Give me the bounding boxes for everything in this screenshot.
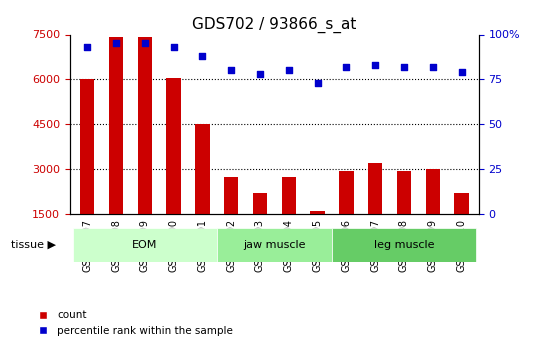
Point bbox=[400, 64, 408, 70]
Point bbox=[140, 41, 149, 46]
Bar bbox=[397, 170, 411, 259]
Text: jaw muscle: jaw muscle bbox=[243, 240, 306, 250]
Point bbox=[198, 53, 207, 59]
Point bbox=[457, 69, 466, 75]
Legend: count, percentile rank within the sample: count, percentile rank within the sample bbox=[32, 306, 237, 340]
Point bbox=[313, 80, 322, 86]
FancyBboxPatch shape bbox=[73, 228, 217, 262]
Point bbox=[371, 62, 379, 68]
Point bbox=[169, 44, 178, 50]
Bar bbox=[368, 163, 383, 259]
Point bbox=[256, 71, 264, 77]
Point bbox=[342, 64, 351, 70]
FancyBboxPatch shape bbox=[332, 228, 476, 262]
Point bbox=[112, 41, 121, 46]
Bar bbox=[109, 38, 123, 259]
Text: leg muscle: leg muscle bbox=[374, 240, 434, 250]
Bar bbox=[224, 177, 238, 259]
Point bbox=[285, 68, 293, 73]
Text: tissue ▶: tissue ▶ bbox=[11, 240, 56, 250]
Text: EOM: EOM bbox=[132, 240, 158, 250]
Bar bbox=[166, 78, 181, 259]
Point bbox=[428, 64, 437, 70]
Bar bbox=[310, 211, 325, 259]
Point bbox=[83, 44, 91, 50]
Bar bbox=[195, 124, 210, 259]
Bar bbox=[281, 177, 296, 259]
FancyBboxPatch shape bbox=[217, 228, 332, 262]
Bar bbox=[80, 79, 94, 259]
Bar bbox=[138, 38, 152, 259]
Bar bbox=[426, 169, 440, 259]
Point bbox=[227, 68, 236, 73]
Bar bbox=[253, 193, 267, 259]
Title: GDS702 / 93866_s_at: GDS702 / 93866_s_at bbox=[192, 17, 357, 33]
Bar bbox=[339, 170, 353, 259]
Bar bbox=[455, 193, 469, 259]
